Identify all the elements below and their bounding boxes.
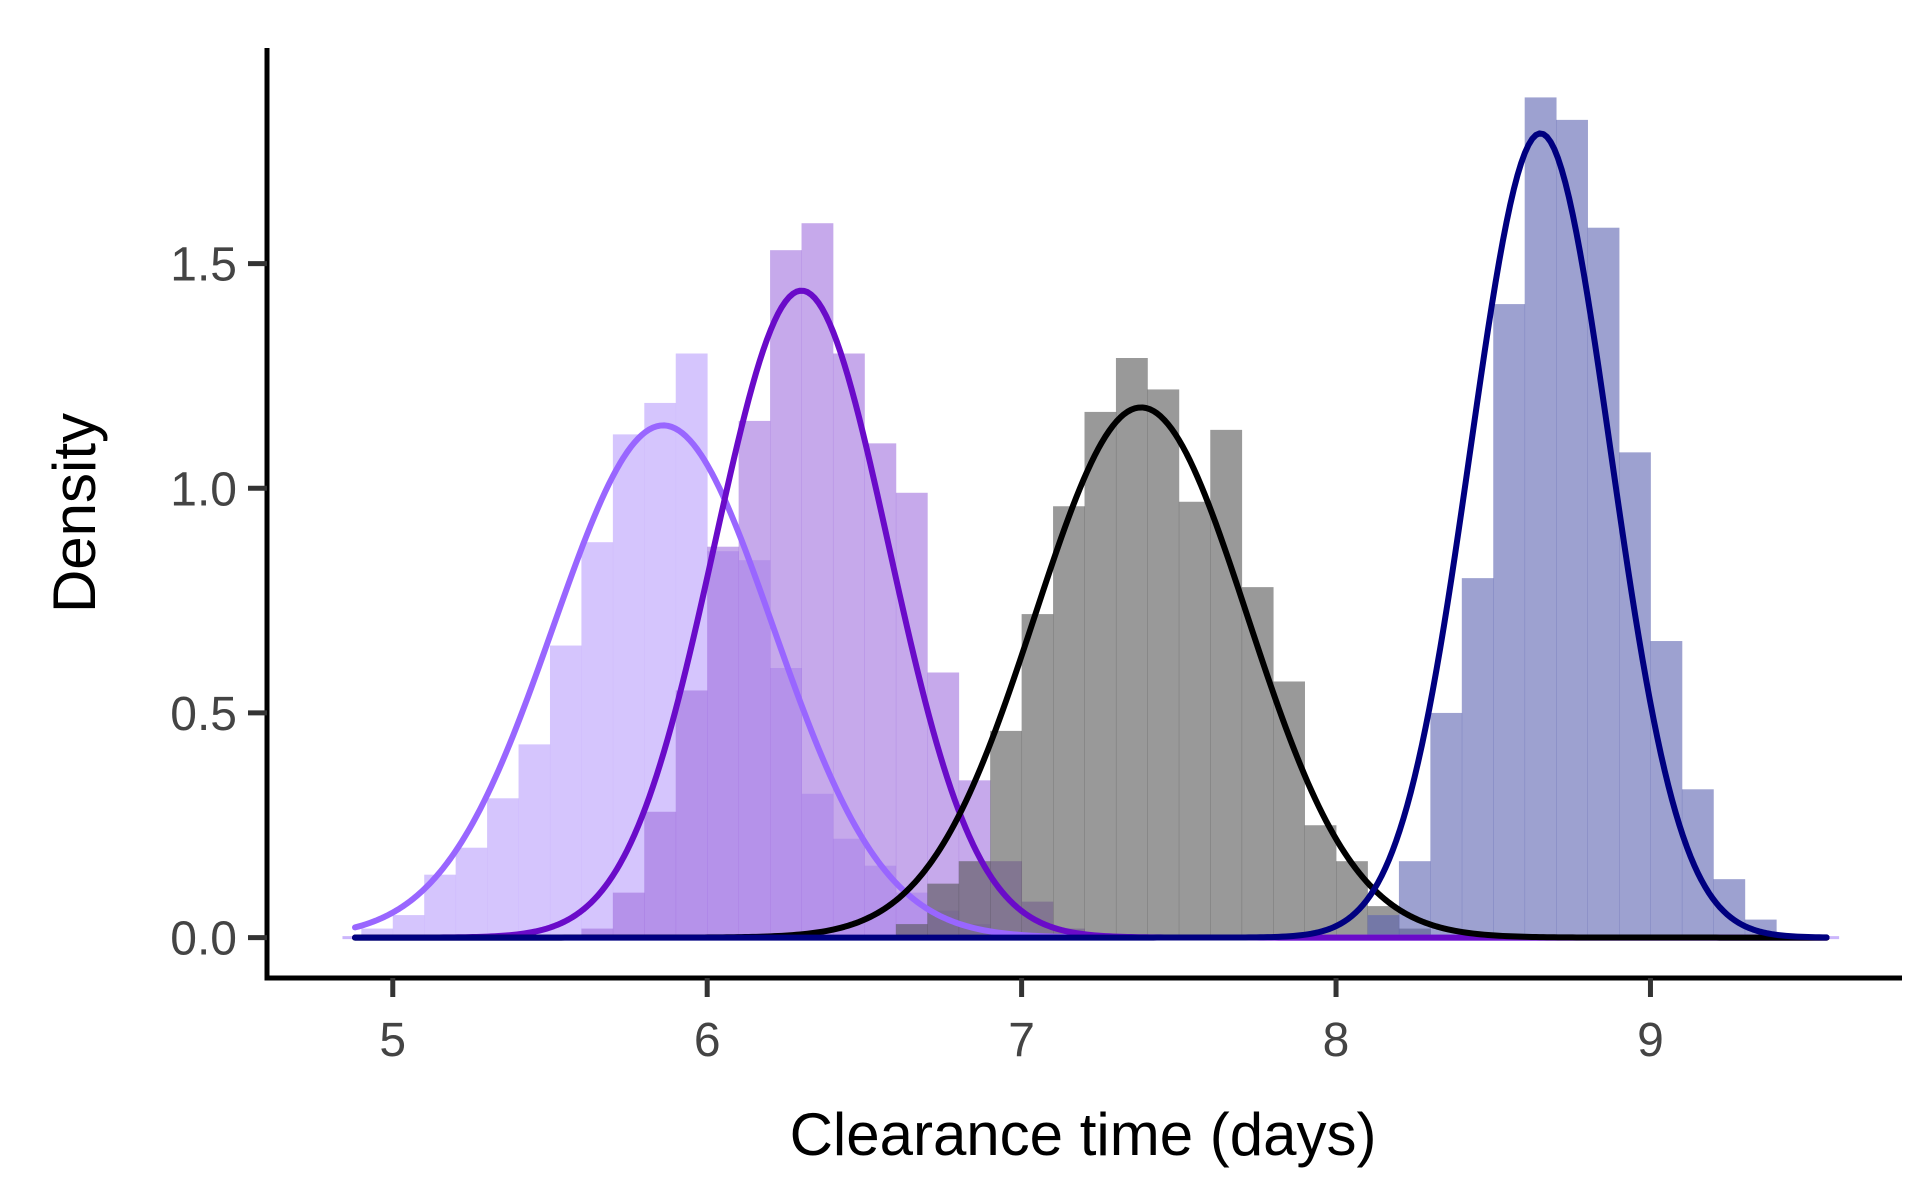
x-tick-label: 6: [694, 1014, 721, 1067]
bar-series-2-5: [738, 420, 771, 938]
bar-series-2-2: [644, 811, 677, 938]
bar-series-2-0: [581, 928, 614, 938]
bar-series-3-8: [1147, 389, 1180, 938]
density-curves: [352, 130, 1830, 941]
x-tick-label: 8: [1323, 1014, 1350, 1067]
y-tick-label: 1.5: [170, 239, 237, 292]
bar-series-2-7: [801, 223, 834, 938]
y-tick-label: 0.0: [170, 913, 237, 966]
x-tick-label: 7: [1008, 1014, 1035, 1067]
bar-series-4-2: [1430, 712, 1463, 938]
bar-series-2-4: [707, 546, 740, 938]
y-tick-label: 1.0: [170, 463, 237, 516]
bar-series-4-4: [1493, 304, 1526, 938]
bar-series-1-8: [612, 434, 645, 938]
y-tick-label: 0.5: [170, 688, 237, 741]
bar-series-3-12: [1273, 681, 1305, 938]
bar-series-3-5: [1053, 506, 1085, 938]
bar-series-3-10: [1210, 429, 1243, 938]
bar-series-2-8: [832, 353, 865, 938]
x-tick-label: 5: [379, 1014, 406, 1067]
histogram-bars: [342, 97, 1840, 940]
bar-series-1-6: [549, 645, 582, 938]
x-axis-title: Clearance time (days): [790, 1101, 1377, 1168]
bar-series-2-6: [770, 250, 802, 938]
bar-series-2-3: [675, 690, 708, 938]
y-axis-title: Density: [41, 413, 108, 613]
bar-series-4-10: [1681, 789, 1714, 938]
bar-series-3-0: [895, 924, 928, 938]
bar-series-1-3: [455, 847, 488, 938]
bar-series-3-4: [1021, 614, 1054, 938]
bar-series-4-3: [1461, 578, 1494, 938]
bar-series-3-9: [1178, 501, 1211, 938]
bar-series-1-0: [361, 928, 394, 938]
x-tick-label: 9: [1637, 1014, 1664, 1067]
bar-series-4-5: [1524, 97, 1557, 938]
bar-series-2-9: [864, 443, 897, 938]
bar-series-3-7: [1115, 358, 1148, 938]
bar-series-4-6: [1556, 119, 1588, 938]
bar-series-1-4: [487, 798, 519, 938]
bar-series-2-10: [895, 492, 928, 938]
density-curve-series-4: [352, 130, 1830, 941]
bar-series-3-6: [1084, 411, 1117, 938]
bar-series-1-5: [518, 744, 551, 938]
bar-series-2-1: [612, 892, 645, 938]
bar-series-4-0: [1367, 915, 1400, 938]
bar-series-1-1: [392, 915, 425, 938]
histogram-series-3: [895, 358, 1431, 938]
bar-series-1-7: [581, 542, 614, 938]
axis-ticks: 5 6 7 8 9 0.0 0.5 1.0 1.5: [170, 239, 1664, 1067]
axes: [264, 48, 1902, 981]
bar-series-3-13: [1304, 825, 1337, 938]
